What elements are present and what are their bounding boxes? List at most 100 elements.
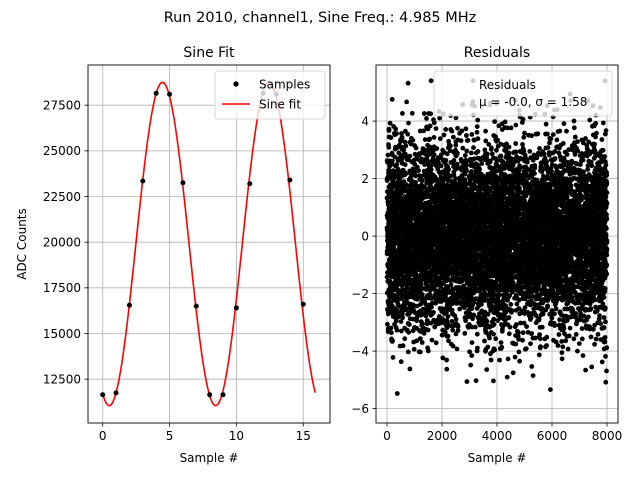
residual-point <box>484 367 489 372</box>
residual-point <box>414 146 419 151</box>
residual-point <box>432 120 437 125</box>
residual-point <box>416 168 421 173</box>
sine-fit-x-tick-label: 10 <box>229 429 244 443</box>
sample-point <box>234 305 239 310</box>
sine-fit-y-tick-label: 20000 <box>43 235 81 249</box>
sample-point <box>180 180 185 185</box>
residual-point <box>475 124 480 129</box>
legend-sine-fit-label: Sine fit <box>259 98 301 112</box>
residual-point <box>411 138 416 143</box>
residual-point <box>444 367 449 372</box>
residual-point <box>426 349 431 354</box>
sample-point <box>301 302 306 307</box>
residual-point <box>464 163 469 168</box>
residual-point <box>400 135 405 140</box>
residual-point <box>450 319 455 324</box>
sine-fit-y-tick-label: 17500 <box>43 281 81 295</box>
residual-point <box>517 186 522 191</box>
residual-point <box>492 119 497 124</box>
residual-point <box>475 118 480 123</box>
residual-point <box>420 340 425 345</box>
sine-fit-legend: Samples Sine fit <box>215 71 325 119</box>
residual-point <box>508 325 513 330</box>
residual-point <box>446 334 451 339</box>
residual-point <box>386 153 391 158</box>
residual-point <box>455 347 460 352</box>
residual-point <box>514 150 519 155</box>
residual-point <box>476 149 481 154</box>
sine-fit-y-tick-label: 15000 <box>43 327 81 341</box>
sine-fit-y-tick-label: 25000 <box>43 144 81 158</box>
residual-point <box>486 312 491 317</box>
residual-point <box>405 132 410 137</box>
residual-point <box>464 149 469 154</box>
residual-point <box>439 164 444 169</box>
residual-point <box>464 169 469 174</box>
residual-point <box>434 146 439 151</box>
residual-point <box>399 359 404 364</box>
legend-samples-label: Samples <box>259 78 310 92</box>
sine-fit-x-tick-label: 5 <box>166 429 174 443</box>
residual-point <box>469 151 474 156</box>
residual-point <box>499 340 504 345</box>
sine-fit-plot-area <box>100 82 315 405</box>
residual-point <box>404 100 409 105</box>
residual-point <box>403 171 408 176</box>
residual-point <box>406 350 411 355</box>
sample-point <box>194 304 199 309</box>
sample-point <box>207 392 212 397</box>
sample-point <box>287 178 292 183</box>
residual-point <box>491 332 496 337</box>
residual-point <box>429 167 434 172</box>
residual-point <box>513 123 518 128</box>
residual-point <box>469 353 474 358</box>
residual-point <box>498 154 503 159</box>
residual-point <box>418 350 423 355</box>
residual-point <box>471 313 476 318</box>
residual-point <box>444 158 449 163</box>
residual-point <box>450 129 455 134</box>
residual-point <box>393 126 398 131</box>
residual-point <box>389 135 394 140</box>
residual-point <box>407 322 412 327</box>
residual-point <box>489 146 494 151</box>
residual-point <box>513 342 518 347</box>
residual-point <box>511 370 516 375</box>
residual-point <box>389 330 394 335</box>
residual-point <box>437 116 442 121</box>
residual-point <box>389 326 394 331</box>
residual-point <box>434 340 439 345</box>
residual-point <box>483 129 488 134</box>
figure-suptitle: Run 2010, channel1, Sine Freq.: 4.985 MH… <box>164 10 477 26</box>
residual-point <box>475 332 480 337</box>
residual-point <box>479 161 484 166</box>
residual-point <box>491 379 496 384</box>
legend-samples-marker <box>233 81 238 86</box>
residual-point <box>429 78 434 83</box>
residual-point <box>438 136 443 141</box>
residual-point <box>507 145 512 150</box>
residual-point <box>492 348 497 353</box>
residual-point <box>442 133 447 138</box>
residual-point <box>400 111 405 116</box>
sine-fit-xlabel: Sample # <box>180 451 239 465</box>
residual-point <box>477 167 482 172</box>
residual-point <box>487 336 492 341</box>
residual-point <box>474 378 479 383</box>
residual-point <box>394 162 399 167</box>
residual-point <box>455 126 460 131</box>
residual-point <box>456 324 461 329</box>
residual-point <box>497 293 502 298</box>
residual-point <box>451 135 456 140</box>
residual-point <box>434 126 439 131</box>
residual-point <box>450 328 455 333</box>
residual-point <box>495 138 500 143</box>
residual-point <box>485 345 490 350</box>
sample-point <box>167 92 172 97</box>
residual-point <box>390 159 395 164</box>
residual-point <box>471 145 476 150</box>
residual-point <box>406 81 411 86</box>
residual-point <box>462 331 467 336</box>
